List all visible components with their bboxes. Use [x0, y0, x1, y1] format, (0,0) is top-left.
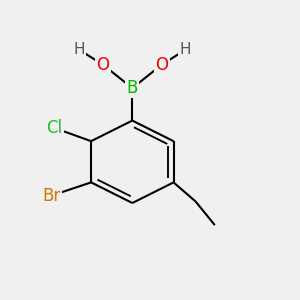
- Text: H: H: [180, 42, 191, 57]
- Text: Br: Br: [42, 187, 61, 205]
- Text: B: B: [127, 79, 138, 97]
- Text: H: H: [74, 42, 85, 57]
- Text: O: O: [155, 56, 168, 74]
- Text: Cl: Cl: [46, 119, 62, 137]
- Text: O: O: [96, 56, 110, 74]
